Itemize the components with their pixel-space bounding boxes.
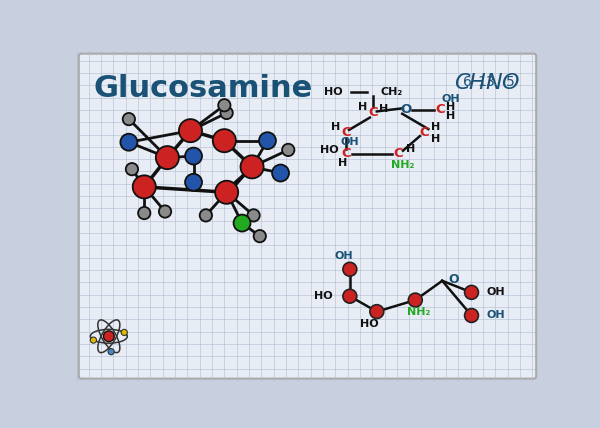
Text: C: C	[341, 147, 351, 160]
Text: $\mathit{C}$: $\mathit{C}$	[454, 73, 471, 93]
Circle shape	[370, 305, 384, 318]
Text: NH₂: NH₂	[391, 160, 414, 169]
Circle shape	[91, 337, 97, 343]
Circle shape	[215, 181, 238, 204]
Circle shape	[282, 144, 295, 156]
Circle shape	[185, 174, 202, 191]
Text: C: C	[435, 104, 445, 116]
Circle shape	[133, 175, 156, 199]
Circle shape	[138, 207, 151, 219]
Circle shape	[254, 230, 266, 242]
Circle shape	[464, 309, 478, 322]
Text: C: C	[368, 107, 378, 119]
Circle shape	[156, 146, 179, 169]
Circle shape	[159, 205, 171, 218]
Text: H: H	[431, 134, 440, 144]
Circle shape	[179, 119, 202, 142]
Text: H: H	[446, 111, 455, 121]
Text: $6$: $6$	[461, 75, 472, 89]
Circle shape	[126, 163, 138, 175]
Text: O: O	[400, 104, 412, 116]
Circle shape	[272, 164, 289, 181]
Text: C: C	[420, 127, 430, 140]
Polygon shape	[229, 166, 252, 190]
Circle shape	[108, 348, 114, 355]
Circle shape	[241, 155, 263, 178]
Text: HO: HO	[314, 291, 333, 301]
Text: HO: HO	[323, 87, 342, 97]
Text: H: H	[331, 122, 340, 132]
Text: C: C	[341, 127, 351, 140]
Circle shape	[185, 148, 202, 164]
Text: C: C	[394, 147, 403, 160]
Circle shape	[200, 209, 212, 222]
Circle shape	[121, 329, 127, 336]
Circle shape	[259, 132, 276, 149]
Circle shape	[220, 107, 233, 119]
Circle shape	[343, 289, 357, 303]
Text: CH₂: CH₂	[380, 87, 403, 97]
Text: NH₂: NH₂	[407, 307, 431, 318]
Text: OH: OH	[487, 287, 506, 297]
Text: Glucosamine: Glucosamine	[94, 74, 313, 104]
Text: H: H	[431, 122, 440, 132]
Text: H: H	[379, 104, 388, 114]
Text: O: O	[448, 273, 459, 286]
Text: OH: OH	[487, 310, 506, 321]
Circle shape	[123, 113, 135, 125]
Text: OH: OH	[341, 137, 359, 147]
Text: $\mathit{NO}$: $\mathit{NO}$	[485, 73, 521, 93]
Circle shape	[247, 209, 260, 222]
Circle shape	[103, 331, 114, 342]
Text: OH: OH	[334, 251, 353, 261]
FancyBboxPatch shape	[79, 54, 536, 379]
Text: $\mathit{H}$: $\mathit{H}$	[467, 73, 486, 93]
Text: HO: HO	[360, 319, 379, 329]
Text: H: H	[406, 144, 415, 154]
Text: $5$: $5$	[505, 75, 514, 89]
Text: OH: OH	[442, 94, 460, 104]
Circle shape	[121, 134, 137, 151]
Text: $13$: $13$	[477, 75, 496, 89]
Text: HO: HO	[320, 145, 338, 155]
Text: H: H	[446, 102, 455, 112]
Text: H: H	[358, 102, 367, 112]
Circle shape	[213, 129, 236, 152]
Circle shape	[233, 214, 251, 232]
Circle shape	[343, 262, 357, 276]
Circle shape	[409, 293, 422, 307]
Circle shape	[218, 99, 230, 111]
Text: H: H	[338, 158, 347, 168]
Circle shape	[464, 285, 478, 299]
